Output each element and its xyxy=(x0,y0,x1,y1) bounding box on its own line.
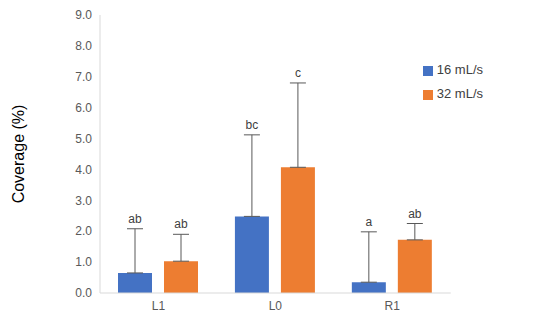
svg-text:R1: R1 xyxy=(385,299,401,313)
svg-text:3.0: 3.0 xyxy=(75,194,92,208)
svg-text:L1: L1 xyxy=(152,299,166,313)
html-text:32 mL/s: 32 mL/s xyxy=(436,86,483,101)
svg-text:9.0: 9.0 xyxy=(75,8,92,22)
svg-text:7.0: 7.0 xyxy=(75,70,92,84)
svg-text:6.0: 6.0 xyxy=(75,101,92,115)
svg-text:c: c xyxy=(295,66,301,80)
svg-text:L0: L0 xyxy=(269,299,283,313)
html-text:16 mL/s: 16 mL/s xyxy=(436,62,483,77)
svg-text:a: a xyxy=(365,215,372,229)
svg-text:0.0: 0.0 xyxy=(75,286,92,300)
svg-text:5.0: 5.0 xyxy=(75,132,92,146)
svg-text:2.0: 2.0 xyxy=(75,224,92,238)
svg-text:bc: bc xyxy=(246,118,259,132)
svg-text:Coverage (%): Coverage (%) xyxy=(10,105,27,204)
svg-text:8.0: 8.0 xyxy=(75,39,92,53)
svg-text:ab: ab xyxy=(408,207,422,221)
svg-text:ab: ab xyxy=(174,217,188,231)
svg-text:1.0: 1.0 xyxy=(75,255,92,269)
svg-text:4.0: 4.0 xyxy=(75,163,92,177)
svg-text:ab: ab xyxy=(128,212,142,226)
